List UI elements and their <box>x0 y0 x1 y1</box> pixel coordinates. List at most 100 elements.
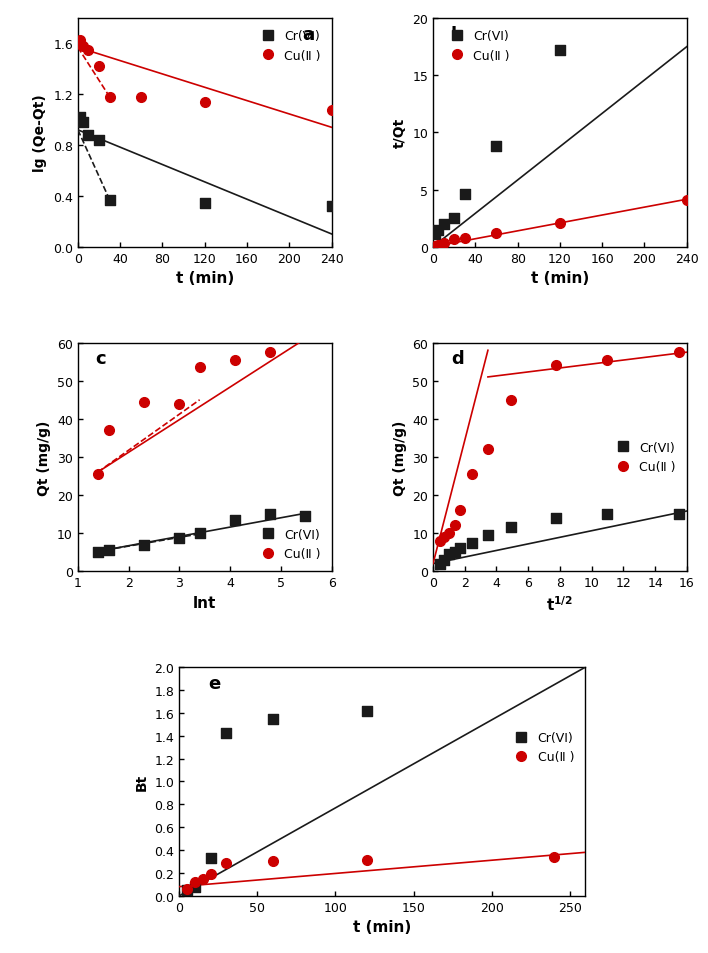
Point <box>197 871 208 886</box>
Point <box>74 111 86 126</box>
Point <box>443 547 455 562</box>
Point <box>103 543 115 558</box>
X-axis label: t (min): t (min) <box>176 271 234 286</box>
Text: d: d <box>451 350 464 368</box>
Point <box>459 231 470 246</box>
Text: a: a <box>302 26 314 44</box>
Legend: Cr(VI), Cu(Ⅱ ): Cr(VI), Cu(Ⅱ ) <box>250 523 326 565</box>
X-axis label: lnt: lnt <box>193 595 217 610</box>
X-axis label: t (min): t (min) <box>353 920 411 934</box>
Point <box>93 133 105 149</box>
Point <box>77 115 88 131</box>
Point <box>189 875 200 890</box>
Point <box>450 518 461 534</box>
Point <box>194 360 205 375</box>
Point <box>326 103 337 118</box>
Point <box>194 526 205 541</box>
Point <box>467 536 478 551</box>
Point <box>83 128 94 143</box>
Point <box>205 866 216 882</box>
Point <box>601 353 612 368</box>
Point <box>459 187 470 202</box>
Point <box>138 395 149 410</box>
Point <box>549 849 560 864</box>
Legend: Cr(VI), Cu(Ⅱ ): Cr(VI), Cu(Ⅱ ) <box>250 26 326 68</box>
Point <box>220 726 232 741</box>
Point <box>265 507 276 522</box>
Point <box>199 95 210 111</box>
Point <box>449 212 460 227</box>
Point <box>482 442 493 457</box>
Legend: Cr(VI), Cu(Ⅱ ): Cr(VI), Cu(Ⅱ ) <box>439 26 515 68</box>
Point <box>438 235 450 251</box>
Point <box>450 545 461 560</box>
Point <box>173 531 185 546</box>
Y-axis label: t/Qt: t/Qt <box>393 118 407 149</box>
Text: b: b <box>451 26 464 44</box>
Point <box>92 545 103 560</box>
Point <box>430 227 441 242</box>
Point <box>433 238 444 253</box>
Point <box>229 513 240 528</box>
Point <box>220 855 232 870</box>
Point <box>505 520 516 536</box>
Point <box>361 853 372 868</box>
Point <box>601 507 612 522</box>
Point <box>189 879 200 894</box>
Y-axis label: Qt (mg/g): Qt (mg/g) <box>393 419 406 496</box>
Point <box>467 467 478 482</box>
Point <box>93 60 105 75</box>
X-axis label: $\mathbf{t^{1/2}}$: $\mathbf{t^{1/2}}$ <box>547 595 573 614</box>
Point <box>299 509 311 524</box>
Point <box>681 193 692 208</box>
Point <box>443 526 455 541</box>
Point <box>229 353 240 368</box>
Point <box>265 345 276 360</box>
Point <box>173 396 185 412</box>
Y-axis label: Qt (mg/g): Qt (mg/g) <box>38 419 52 496</box>
Point <box>103 423 115 438</box>
Point <box>92 467 103 482</box>
Point <box>435 557 446 572</box>
Point <box>505 393 516 408</box>
Point <box>181 882 193 898</box>
Point <box>361 703 372 719</box>
Point <box>104 193 115 208</box>
Text: c: c <box>96 350 106 368</box>
Point <box>550 358 561 374</box>
Y-axis label: Bt: Bt <box>135 773 149 790</box>
Point <box>435 534 446 549</box>
Point <box>268 711 279 726</box>
Point <box>77 39 88 54</box>
X-axis label: t (min): t (min) <box>531 271 589 286</box>
Point <box>104 91 115 106</box>
Point <box>554 215 566 231</box>
Point <box>199 196 210 212</box>
Point <box>326 199 337 214</box>
Point <box>449 233 460 248</box>
Point <box>673 507 685 522</box>
Point <box>455 503 466 518</box>
Point <box>673 345 685 360</box>
Point <box>491 226 502 241</box>
Point <box>491 139 502 154</box>
Point <box>433 223 444 238</box>
Point <box>439 553 450 568</box>
Point <box>455 541 466 557</box>
Point <box>439 530 450 545</box>
Y-axis label: lg (Qe-Qt): lg (Qe-Qt) <box>33 94 47 172</box>
Point <box>205 850 216 865</box>
Point <box>438 217 450 233</box>
Point <box>181 882 193 897</box>
Point <box>482 528 493 543</box>
Legend: Cr(VI), Cu(Ⅱ ): Cr(VI), Cu(Ⅱ ) <box>605 436 680 478</box>
Point <box>430 239 441 254</box>
Point <box>83 43 94 58</box>
Point <box>550 511 561 526</box>
Point <box>138 537 149 553</box>
Point <box>268 854 279 869</box>
Legend: Cr(VI), Cu(Ⅱ ): Cr(VI), Cu(Ⅱ ) <box>504 726 579 768</box>
Point <box>554 44 566 59</box>
Point <box>136 91 147 106</box>
Point <box>74 33 86 49</box>
